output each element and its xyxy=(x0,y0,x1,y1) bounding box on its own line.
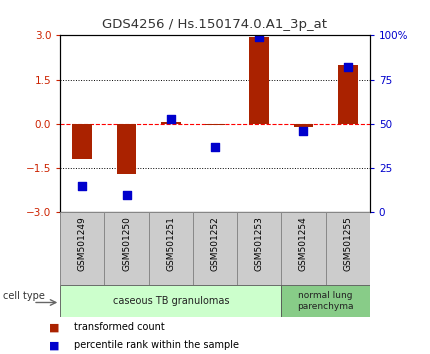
Text: cell type: cell type xyxy=(3,291,45,301)
Bar xyxy=(338,65,358,124)
Point xyxy=(300,128,307,134)
Point xyxy=(256,34,263,40)
Text: GSM501255: GSM501255 xyxy=(343,216,352,271)
FancyBboxPatch shape xyxy=(60,285,281,317)
Text: transformed count: transformed count xyxy=(74,322,165,332)
Text: percentile rank within the sample: percentile rank within the sample xyxy=(74,340,239,350)
Text: ■: ■ xyxy=(49,322,60,332)
FancyBboxPatch shape xyxy=(193,212,237,285)
Text: GSM501252: GSM501252 xyxy=(211,216,219,271)
FancyBboxPatch shape xyxy=(281,285,370,317)
Point xyxy=(212,144,218,150)
Point xyxy=(167,116,174,121)
FancyBboxPatch shape xyxy=(60,212,104,285)
Point xyxy=(79,183,86,189)
FancyBboxPatch shape xyxy=(326,212,370,285)
Bar xyxy=(117,124,136,174)
Bar xyxy=(294,124,313,127)
Point xyxy=(344,64,351,70)
Text: GSM501249: GSM501249 xyxy=(78,216,87,271)
Text: GSM501253: GSM501253 xyxy=(255,216,264,271)
FancyBboxPatch shape xyxy=(104,212,149,285)
Bar xyxy=(161,122,181,124)
FancyBboxPatch shape xyxy=(281,212,326,285)
FancyBboxPatch shape xyxy=(237,212,281,285)
FancyBboxPatch shape xyxy=(149,212,193,285)
Text: GSM501254: GSM501254 xyxy=(299,216,308,271)
Text: ■: ■ xyxy=(49,340,60,350)
Text: GSM501250: GSM501250 xyxy=(122,216,131,271)
Bar xyxy=(72,124,92,159)
Title: GDS4256 / Hs.150174.0.A1_3p_at: GDS4256 / Hs.150174.0.A1_3p_at xyxy=(102,18,328,32)
Text: caseous TB granulomas: caseous TB granulomas xyxy=(113,296,229,306)
Point xyxy=(123,192,130,198)
Text: normal lung
parenchyma: normal lung parenchyma xyxy=(297,291,354,310)
Bar xyxy=(249,37,269,124)
Text: GSM501251: GSM501251 xyxy=(166,216,175,271)
Bar xyxy=(205,124,225,125)
